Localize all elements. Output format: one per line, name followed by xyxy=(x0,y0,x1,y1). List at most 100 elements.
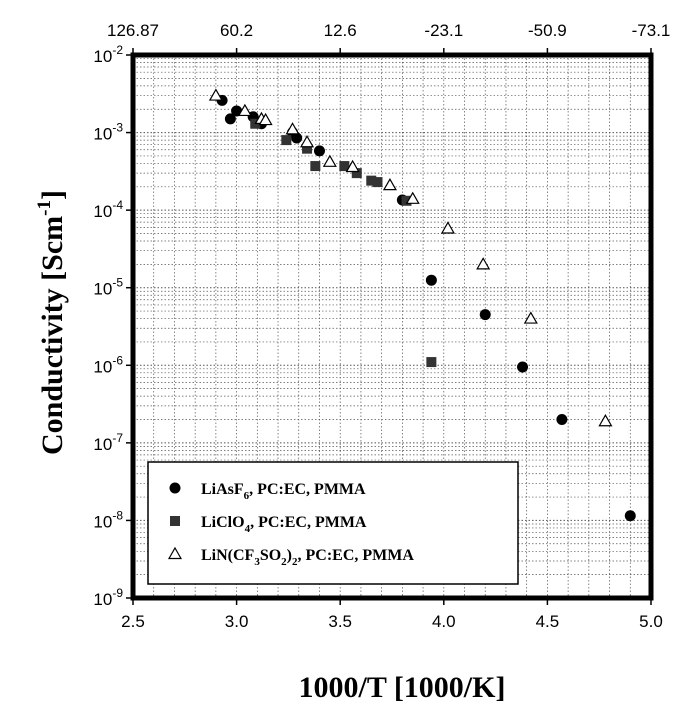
y-tick-exponent: -3 xyxy=(112,121,123,135)
y-tick-label: 10-6 xyxy=(93,353,123,376)
data-point-triangle xyxy=(258,112,273,126)
data-point-circle xyxy=(169,482,181,494)
x-tick-label: 4.5 xyxy=(536,612,560,631)
y-axis-title-main: Conductivity [Scm xyxy=(36,216,69,455)
y-tick-base: 10 xyxy=(93,202,112,221)
legend-subscript: 2 xyxy=(292,556,298,568)
data-point-square xyxy=(310,161,321,172)
y-tick-label: 10-8 xyxy=(93,508,123,531)
y-tick-exponent: -7 xyxy=(112,431,123,445)
data-point-triangle xyxy=(440,221,455,234)
y-axis-title-end: ] xyxy=(36,190,69,200)
data-point-square xyxy=(281,135,292,146)
y-tick-exponent: -4 xyxy=(112,198,123,212)
data-point-triangle xyxy=(285,122,300,135)
legend-text-part: SO xyxy=(260,547,281,564)
x-tick-label: 3.0 xyxy=(225,612,249,631)
legend-subscript: 3 xyxy=(254,556,260,568)
data-point-triangle xyxy=(405,191,420,204)
data-point-triangle xyxy=(237,103,252,117)
data-point-square xyxy=(372,177,383,188)
legend-text-part: , PC:EC, PMMA xyxy=(298,547,415,564)
data-point-triangle xyxy=(208,88,223,101)
legend-text-part: LiClO xyxy=(201,514,245,531)
legend-text-part: ) xyxy=(287,547,292,564)
data-point-triangle xyxy=(382,177,397,191)
legend-text-part: , PC:EC, PMMA xyxy=(250,514,367,531)
legend-text-part: LiAsF xyxy=(201,481,244,498)
plot-frame xyxy=(130,52,654,601)
x-tick-label: 2.5 xyxy=(121,612,145,631)
top-tick-label: -50.9 xyxy=(528,21,567,40)
y-tick-exponent: -6 xyxy=(112,353,123,367)
y-tick-base: 10 xyxy=(93,357,112,376)
y-tick-label: 10-5 xyxy=(93,276,123,299)
legend-text-part: LiN(CF xyxy=(201,547,255,564)
y-tick-base: 10 xyxy=(93,280,112,299)
top-tick-label: 60.2 xyxy=(220,21,253,40)
y-axis-title: Conductivity [Scm-1] xyxy=(34,190,69,455)
data-point-triangle xyxy=(167,546,183,560)
legend-box xyxy=(147,461,519,585)
y-tick-base: 10 xyxy=(93,590,112,609)
y-tick-base: 10 xyxy=(93,125,112,144)
data-point-triangle xyxy=(300,135,315,148)
legend-subscript: 2 xyxy=(281,556,287,568)
legend-text-part: , PC:EC, PMMA xyxy=(249,481,366,498)
data-point-circle xyxy=(224,113,236,125)
x-axis-ticks: 2.5 3.0 3.5 4.0 4.5 5.0 xyxy=(121,598,663,631)
legend-label: LiN(CF3SO2)2, PC:EC, PMMA xyxy=(201,547,414,568)
y-tick-label: 10-7 xyxy=(93,431,123,454)
data-point-square xyxy=(170,516,180,526)
x-tick-label: 5.0 xyxy=(639,612,663,631)
top-tick-label: 12.6 xyxy=(324,21,357,40)
top-axis-ticks: 126.87 60.2 12.6 -23.1 -50.9 -73.1 xyxy=(107,21,670,55)
y-tick-exponent: -8 xyxy=(112,508,123,522)
data-point-triangle xyxy=(476,257,491,270)
data-point-square xyxy=(401,195,412,206)
x-tick-label: 3.5 xyxy=(328,612,352,631)
data-points xyxy=(208,88,636,522)
y-tick-exponent: -9 xyxy=(112,586,123,600)
data-point-triangle xyxy=(322,154,337,167)
legend-subscript: 6 xyxy=(244,490,250,502)
top-tick-label: -23.1 xyxy=(424,21,463,40)
data-point-square xyxy=(302,143,313,154)
y-tick-base: 10 xyxy=(93,47,112,66)
top-tick-label: -73.1 xyxy=(632,21,671,40)
y-tick-label: 10-9 xyxy=(93,586,123,609)
series-triangle xyxy=(208,88,613,427)
y-tick-label: 10-2 xyxy=(93,43,123,66)
y-tick-base: 10 xyxy=(93,512,112,531)
y-tick-label: 10-3 xyxy=(93,121,123,144)
data-point-square xyxy=(351,168,362,179)
top-tick-label: 126.87 xyxy=(107,21,159,40)
y-axis-ticks: 10-210-310-410-510-610-710-810-9 xyxy=(93,43,133,609)
legend-label: LiClO4, PC:EC, PMMA xyxy=(201,514,367,535)
data-point-circle xyxy=(556,414,568,426)
y-tick-exponent: -2 xyxy=(112,43,123,57)
data-point-square xyxy=(426,357,437,368)
data-point-circle xyxy=(291,132,303,144)
data-point-triangle xyxy=(523,311,538,324)
legend-subscript: 4 xyxy=(245,523,251,535)
data-point-triangle xyxy=(598,414,613,427)
y-tick-base: 10 xyxy=(93,435,112,454)
x-axis-title: 1000/T [1000/K] xyxy=(299,671,506,704)
y-tick-label: 10-4 xyxy=(93,198,123,221)
data-point-circle xyxy=(313,145,325,157)
data-point-circle xyxy=(517,361,529,373)
data-point-circle xyxy=(425,274,437,286)
legend-label: LiAsF6, PC:EC, PMMA xyxy=(201,481,366,502)
series-circle xyxy=(216,94,636,522)
data-point-circle xyxy=(479,309,491,321)
data-point-square xyxy=(366,175,377,186)
data-point-triangle xyxy=(345,159,360,173)
y-tick-exponent: -5 xyxy=(112,276,123,290)
data-point-circle xyxy=(624,510,636,522)
y-axis-title-sup: -1 xyxy=(34,200,55,216)
x-tick-label: 4.0 xyxy=(432,612,456,631)
